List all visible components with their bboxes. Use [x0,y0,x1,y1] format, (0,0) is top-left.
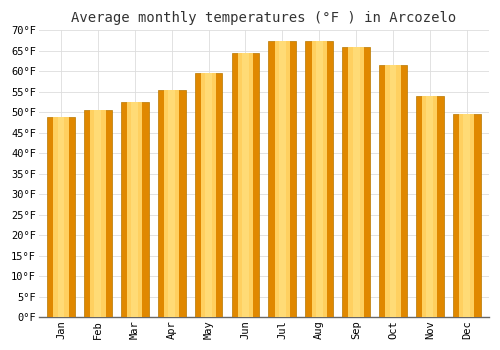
Bar [416,96,444,317]
Bar [379,65,407,317]
Bar [348,47,364,317]
Bar [47,117,75,317]
Bar [194,74,222,317]
Bar [306,41,333,317]
Bar [274,41,290,317]
Bar [390,65,396,317]
Bar [312,41,327,317]
Bar [342,47,370,317]
Bar [232,53,260,317]
Bar [316,41,322,317]
Bar [84,110,112,317]
Title: Average monthly temperatures (°F ) in Arcozelo: Average monthly temperatures (°F ) in Ar… [72,11,456,25]
Bar [127,102,142,317]
Bar [268,41,296,317]
Bar [132,102,138,317]
Bar [201,74,216,317]
Bar [168,90,175,317]
Bar [238,53,253,317]
Bar [90,110,106,317]
Bar [279,41,286,317]
Bar [164,90,180,317]
Bar [205,74,212,317]
Bar [158,90,186,317]
Bar [54,117,68,317]
Bar [422,96,438,317]
Bar [121,102,148,317]
Bar [386,65,400,317]
Bar [426,96,434,317]
Bar [94,110,102,317]
Bar [459,114,474,317]
Bar [352,47,360,317]
Bar [242,53,249,317]
Bar [453,114,480,317]
Bar [464,114,470,317]
Bar [58,117,64,317]
